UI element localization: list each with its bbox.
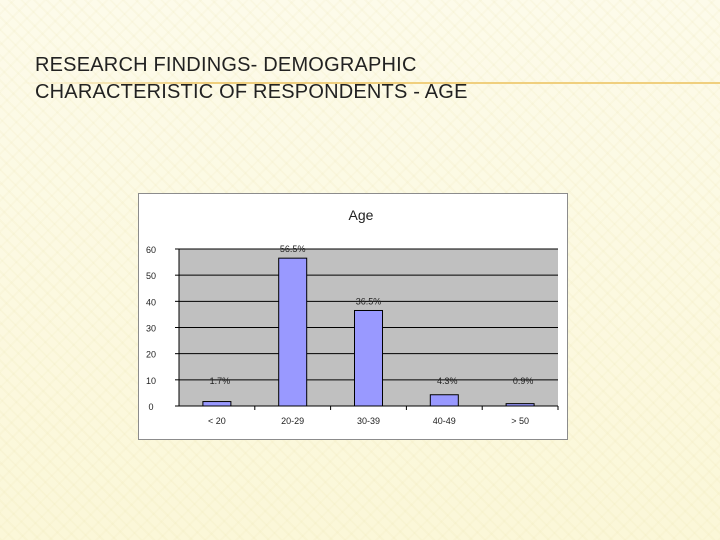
x-tick-label: > 50 — [511, 416, 529, 426]
slide-title-line-2: CHARACTERISTIC OF RESPONDENTS - AGE — [35, 81, 468, 103]
slide-title-line-1: RESEARCH FINDINGS- DEMOGRAPHIC — [35, 54, 417, 76]
data-label: 1.7% — [210, 376, 231, 386]
bar — [429, 394, 459, 407]
bar — [354, 309, 383, 407]
bar — [202, 401, 232, 407]
x-tick-label: 30-39 — [357, 416, 380, 426]
y-tick-label: 30 — [146, 324, 156, 334]
y-tick-label: 40 — [146, 297, 156, 307]
y-tick-label: 50 — [146, 271, 156, 281]
data-label: 56.5% — [280, 244, 306, 254]
x-tick-label: 20-29 — [281, 416, 304, 426]
data-label: 4.3% — [437, 376, 458, 386]
slide-title: RESEARCH FINDINGS- DEMOGRAPHIC CHARACTER… — [35, 52, 695, 106]
y-tick-label: 10 — [146, 376, 156, 386]
y-tick-label: 0 — [148, 402, 153, 412]
age-chart: Age 0 10 20 30 40 50 60 1.7% < 20 56.5% 20-29 36.5%… — [138, 193, 568, 440]
title-divider — [20, 82, 720, 84]
chart-canvas: Age 0 10 20 30 40 50 60 1.7% < 20 56.5% 20-29 36.5%… — [146, 207, 559, 426]
y-tick-label: 60 — [146, 245, 156, 255]
data-label: 36.5% — [356, 296, 382, 306]
data-label: 0.9% — [513, 376, 534, 386]
plot-area: 0 10 20 30 40 50 60 1.7% < 20 56.5% 20-29 36.5% 30-3… — [146, 244, 559, 426]
bar — [278, 257, 308, 407]
x-tick-label: < 20 — [208, 416, 226, 426]
bar — [505, 403, 535, 407]
y-tick-label: 20 — [146, 350, 156, 360]
chart-title: Age — [349, 207, 374, 223]
x-tick-label: 40-49 — [433, 416, 456, 426]
